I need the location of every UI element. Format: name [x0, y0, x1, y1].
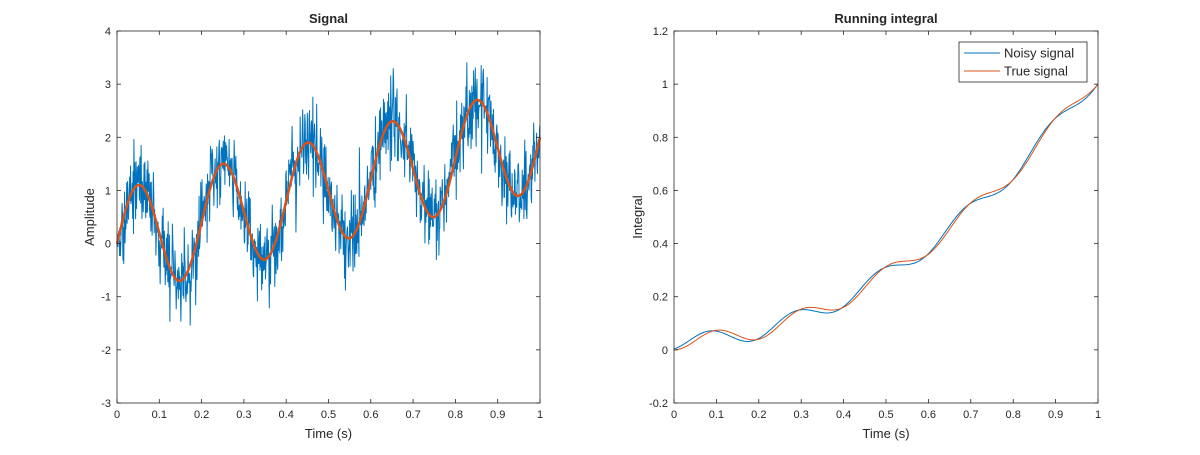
integral-xtick-label: 0.2: [751, 409, 766, 421]
integral-ytick-label: 1.2: [653, 26, 668, 38]
integral-ylabel: Integral: [630, 195, 645, 238]
signal-ytick-label: 1: [105, 185, 111, 197]
signal-xtick-label: 0.3: [236, 409, 251, 421]
integral-ytick-label: 0.8: [653, 132, 668, 144]
integral-series-group: [673, 83, 1099, 351]
integral-ytick-label: 0: [662, 345, 668, 357]
signal-ytick-label: 0: [105, 239, 111, 251]
integral-ytick-label: 0.4: [653, 239, 668, 251]
integral-xtick-label: 0.9: [1048, 409, 1063, 421]
signal-xtick-label: 0.7: [405, 409, 420, 421]
signal-true-line: [115, 98, 542, 283]
integral-title: Running integral: [834, 11, 937, 26]
integral-ytick-label: 0.6: [653, 185, 668, 197]
signal-ytick-label: -3: [101, 398, 111, 410]
signal-ytick-label: -2: [101, 345, 111, 357]
signal-xtick-label: 1: [537, 409, 543, 421]
integral-panel: Running integral Time (s) Integral 0 0.1 0…: [630, 11, 1101, 441]
signal-axes-box: [116, 30, 541, 404]
integral-plot-area: [674, 31, 1098, 403]
signal-ylabel: Amplitude: [82, 188, 97, 246]
signal-xtick-label: 0.8: [448, 409, 463, 421]
integral-xtick-label: 0.6: [921, 409, 936, 421]
signal-series-group: [115, 62, 542, 326]
integral-xtick-label: 0.3: [794, 409, 809, 421]
legend-box: [958, 41, 1088, 83]
signal-ticks-group: 0 0.1 0.2 0.3 0.4 0.5 0.6 0.7 0.8 0.9 1 -3 -2 -1 0 1 2 3 4: [101, 26, 543, 421]
signal-noisy-line: [116, 62, 541, 326]
integral-xtick-label: 0.1: [709, 409, 724, 421]
integral-axes-box: [673, 30, 1099, 404]
integral-true-line: [673, 83, 1099, 351]
signal-xtick-label: 0.5: [321, 409, 336, 421]
signal-panel: Signal Time (s) Amplitude 0 0.1 0.2 0.3 0.4 0…: [82, 11, 543, 441]
signal-title: Signal: [309, 11, 348, 26]
signal-xlabel: Time (s): [305, 426, 352, 441]
signal-xtick-label: 0.1: [152, 409, 167, 421]
signal-xtick-label: 0.4: [279, 409, 294, 421]
integral-ticks-group: 0 0.1 0.2 0.3 0.4 0.5 0.6 0.7 0.8 0.9 1-0.200.20.4…: [649, 26, 1101, 421]
signal-ytick-label: -1: [101, 292, 111, 304]
integral-xtick-label: 0.4: [836, 409, 851, 421]
integral-xtick-label: 0.5: [878, 409, 893, 421]
signal-ytick-label: 3: [105, 79, 111, 91]
integral-ytick-label: 0.2: [653, 292, 668, 304]
integral-xtick-label: 0.8: [1006, 409, 1021, 421]
integral-xtick-label: 0: [671, 409, 677, 421]
signal-ytick-label: 2: [105, 132, 111, 144]
signal-xtick-label: 0: [114, 409, 120, 421]
legend-label-noisy: Noisy signal: [1004, 46, 1074, 61]
legend-label-true: True signal: [1004, 64, 1068, 79]
integral-ytick-label: 1: [662, 79, 668, 91]
signal-xtick-label: 0.2: [194, 409, 209, 421]
signal-xtick-label: 0.6: [363, 409, 378, 421]
integral-ytick-label: -0.2: [649, 398, 668, 410]
integral-xtick-label: 1: [1095, 409, 1101, 421]
integral-xlabel: Time (s): [862, 426, 909, 441]
integral-legend: Noisy signal True signal: [958, 41, 1088, 83]
integral-xtick-label: 0.7: [963, 409, 978, 421]
signal-ytick-label: 4: [105, 26, 111, 38]
signal-xtick-label: 0.9: [490, 409, 505, 421]
